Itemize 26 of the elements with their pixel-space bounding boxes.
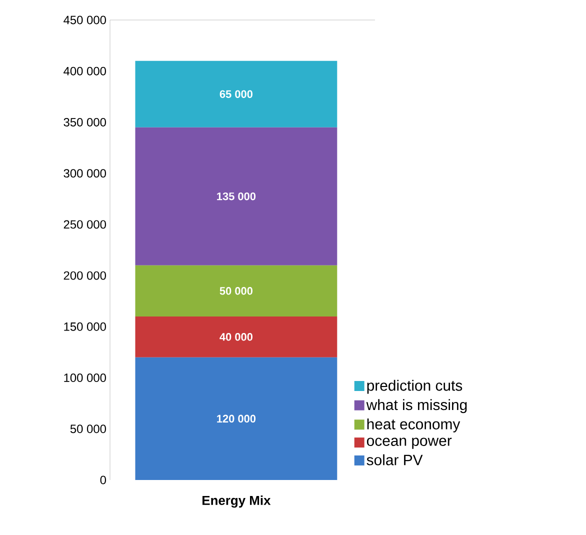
legend-label: heat economy [367, 418, 460, 432]
y-tick-label: 100 000 [64, 374, 106, 382]
data-label: 40 000 [220, 333, 252, 341]
y-tick-label: 50 000 [70, 424, 106, 434]
legend-label: ocean power [366, 438, 452, 449]
y-tick-label: 0 [100, 476, 106, 484]
x-tick-label: Energy Mix [202, 496, 271, 508]
y-tick-label: 250 000 [64, 220, 106, 229]
data-label: 120 000 [217, 414, 256, 423]
bar [135, 357, 338, 480]
bar [135, 127, 338, 266]
legend-label: what is missing [366, 399, 467, 414]
bar [135, 316, 338, 358]
data-label: 65 000 [220, 90, 252, 98]
y-tick-label: 300 000 [64, 169, 106, 178]
legend-label: solar PV [366, 454, 423, 466]
data-label: 135 000 [217, 192, 256, 200]
data-label: 50 000 [220, 287, 252, 295]
legend-label: prediction cuts [367, 380, 462, 394]
y-tick-label: 450 000 [64, 16, 106, 24]
y-tick-label: 400 000 [64, 66, 106, 76]
y-tick-label: 150 000 [64, 322, 106, 331]
y-tick-label: 200 000 [64, 271, 106, 280]
bar [135, 265, 338, 316]
y-tick-label: 350 000 [64, 118, 106, 126]
bar [135, 60, 338, 128]
